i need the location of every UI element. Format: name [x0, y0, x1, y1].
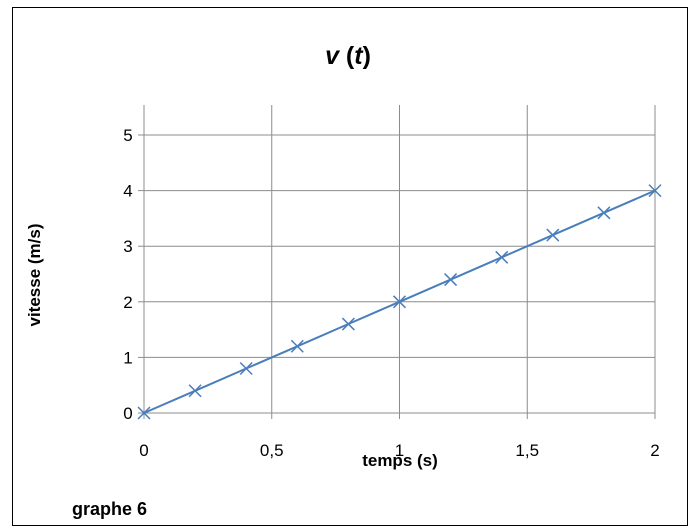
- y-tick-label: 3: [123, 237, 132, 256]
- y-tick-label: 5: [123, 126, 132, 145]
- data-point-marker: [239, 361, 253, 376]
- data-point-marker: [546, 228, 560, 242]
- tick-labels: 0 1 2 3 4 5 0 0,5 1 1,5 2: [123, 126, 659, 460]
- figure-caption: graphe 6: [72, 499, 148, 519]
- chart-frame: [12, 7, 688, 526]
- x-tick-label: 0,5: [260, 441, 284, 460]
- y-tick-label: 0: [123, 404, 132, 423]
- x-tick-label: 1,5: [515, 441, 539, 460]
- y-axis-title: vitesse (m/s): [25, 224, 44, 327]
- y-tick-label: 4: [123, 182, 132, 201]
- x-tick-label: 0: [139, 441, 148, 460]
- x-axis-title: temps (s): [362, 451, 438, 470]
- y-tick-label: 1: [123, 348, 132, 367]
- data-point-marker: [495, 250, 509, 264]
- x-tick-label: 2: [650, 441, 659, 460]
- data-point-marker: [137, 406, 151, 420]
- data-markers: [137, 184, 662, 420]
- chart-title: v (t): [325, 42, 371, 70]
- data-point-marker: [341, 317, 355, 331]
- data-point-marker: [290, 339, 304, 353]
- data-point-marker: [392, 295, 407, 309]
- data-point-marker: [597, 206, 611, 220]
- data-point-marker: [188, 384, 202, 398]
- x-tick-label: 1: [395, 441, 404, 460]
- y-tick-label: 2: [123, 293, 132, 312]
- data-point-marker: [444, 273, 458, 287]
- grid: [138, 105, 656, 419]
- data-point-marker: [648, 184, 662, 198]
